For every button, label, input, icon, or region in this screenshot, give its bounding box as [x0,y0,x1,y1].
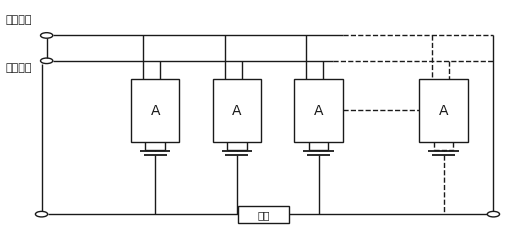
Text: A: A [151,104,160,118]
Bar [238,206,289,223]
Text: 负载: 负载 [258,209,270,219]
Text: 充电电源: 充电电源 [6,62,32,72]
Bar [294,80,343,142]
Text: A: A [439,104,449,118]
Bar [131,80,179,142]
Text: A: A [232,104,242,118]
Text: 通讯总线: 通讯总线 [6,15,32,25]
Text: A: A [314,104,323,118]
Bar [212,80,261,142]
Bar [419,80,468,142]
